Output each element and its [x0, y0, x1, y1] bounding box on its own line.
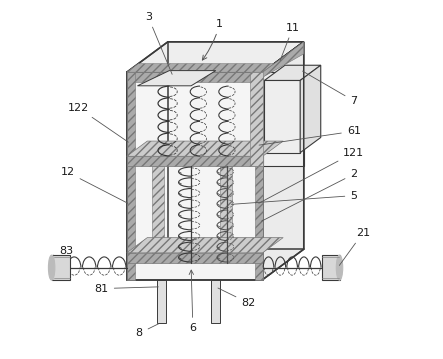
Polygon shape — [263, 42, 304, 280]
Polygon shape — [220, 166, 232, 253]
Text: 1: 1 — [202, 19, 223, 60]
Polygon shape — [255, 82, 263, 280]
Ellipse shape — [48, 255, 55, 280]
Polygon shape — [127, 253, 263, 263]
Text: 8: 8 — [136, 324, 159, 338]
Polygon shape — [264, 80, 300, 153]
Polygon shape — [250, 72, 263, 166]
Text: 21: 21 — [339, 228, 370, 265]
Text: 7: 7 — [303, 71, 358, 106]
Polygon shape — [300, 65, 321, 153]
Polygon shape — [152, 166, 164, 253]
Polygon shape — [127, 72, 135, 280]
Polygon shape — [127, 141, 283, 156]
Text: 81: 81 — [95, 284, 158, 294]
Polygon shape — [263, 42, 304, 77]
Text: 83: 83 — [54, 246, 73, 256]
Polygon shape — [322, 255, 339, 280]
Text: 6: 6 — [189, 270, 196, 333]
Polygon shape — [137, 71, 216, 86]
Text: 5: 5 — [231, 191, 358, 204]
Ellipse shape — [336, 255, 343, 280]
Polygon shape — [127, 64, 274, 72]
Text: 61: 61 — [259, 126, 361, 145]
Polygon shape — [52, 255, 70, 280]
Polygon shape — [127, 238, 283, 253]
Polygon shape — [263, 72, 304, 166]
Polygon shape — [127, 156, 263, 166]
Text: 2: 2 — [261, 169, 358, 221]
Text: 11: 11 — [280, 23, 300, 61]
Text: 12: 12 — [61, 167, 128, 203]
Polygon shape — [127, 72, 263, 82]
Polygon shape — [264, 65, 321, 80]
Polygon shape — [157, 280, 166, 322]
Text: 3: 3 — [145, 12, 172, 74]
Text: 122: 122 — [68, 103, 128, 142]
Text: 121: 121 — [259, 148, 365, 203]
Polygon shape — [127, 72, 263, 280]
Polygon shape — [127, 42, 304, 72]
Text: 82: 82 — [218, 288, 256, 308]
Polygon shape — [211, 280, 220, 322]
